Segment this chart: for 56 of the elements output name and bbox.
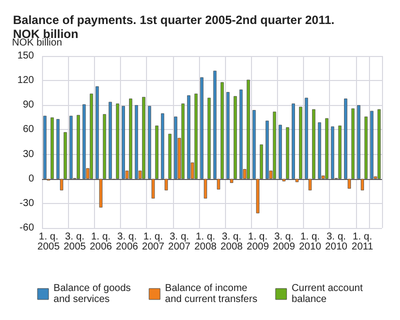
- bar: [69, 116, 73, 179]
- bar: [378, 109, 381, 179]
- y-tick-label: 60: [22, 124, 34, 136]
- bar: [246, 80, 250, 179]
- bar: [142, 96, 146, 179]
- bar: [239, 90, 243, 179]
- bar: [325, 118, 328, 179]
- y-tick-label: 120: [17, 75, 34, 86]
- bar: [76, 114, 80, 179]
- bar: [129, 98, 132, 179]
- bar: [370, 110, 374, 179]
- x-tick-label: 3. q. 2007: [168, 232, 191, 252]
- x-tick-label: 1. q. 2011: [352, 232, 374, 252]
- bar: [50, 117, 54, 179]
- x-tick-label: 1. q. 2006: [90, 232, 112, 252]
- bar: [122, 106, 125, 179]
- bar: [278, 124, 282, 179]
- bar: [331, 126, 334, 179]
- y-tick-label: 90: [22, 100, 34, 111]
- bar: [116, 104, 120, 179]
- bar: [90, 94, 93, 179]
- x-tick-label: 1. q. 2007: [142, 232, 165, 252]
- bar: [299, 106, 302, 179]
- y-tick-label: -30: [20, 198, 34, 209]
- y-tick-label: 150: [17, 50, 34, 62]
- x-tick-label: 1. q. 2010: [298, 232, 322, 252]
- x-tick-label: 3. q. 2010: [325, 232, 348, 252]
- x-tick-label: 3. q. 2005: [64, 232, 86, 252]
- bar: [82, 104, 86, 179]
- bar: [194, 94, 198, 179]
- bar: [266, 120, 269, 179]
- bar: [286, 127, 290, 179]
- legend-label: Balance of goods and services: [54, 283, 131, 305]
- legend-label: Current account balance: [292, 283, 363, 305]
- bar: [292, 104, 295, 179]
- x-tick-label: 1. q. 2009: [246, 232, 270, 252]
- bar: [272, 112, 276, 179]
- bar: [187, 95, 190, 179]
- x-tick-label: 1. q. 2005: [37, 232, 60, 252]
- bar: [234, 96, 237, 179]
- bar: [174, 116, 178, 179]
- x-tick-label: 3. q. 2006: [116, 232, 139, 252]
- x-tick-label: 3. q. 2009: [272, 232, 296, 252]
- bar: [318, 122, 322, 179]
- x-tick-label: 1. q. 2008: [194, 232, 218, 252]
- bar: [134, 105, 138, 179]
- bar: [226, 92, 230, 179]
- bar: [108, 102, 112, 179]
- y-tick-label: -60: [20, 222, 34, 234]
- y-tick-label: 0: [28, 173, 34, 184]
- bar: [338, 126, 342, 179]
- bar: [43, 116, 46, 179]
- y-tick-label: 30: [22, 148, 34, 160]
- legend-label: Balance of income and current transfers: [165, 283, 258, 305]
- x-tick-label: 3. q. 2008: [220, 232, 244, 252]
- bar: [181, 104, 185, 179]
